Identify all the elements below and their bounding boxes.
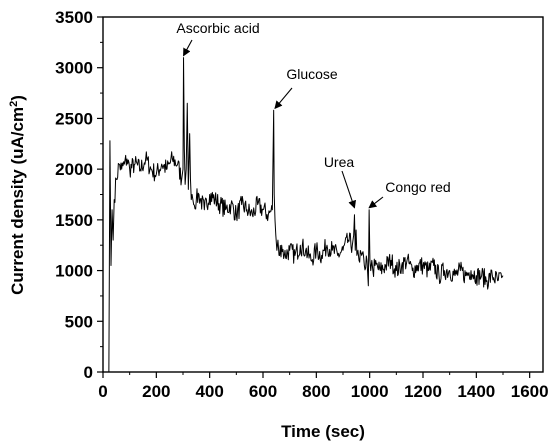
x-tick-label: 1600 [511, 382, 549, 401]
y-axis-label: Current density (uA/cm2) [8, 95, 27, 295]
y-tick-label: 1500 [55, 211, 93, 230]
annotation-label: Ascorbic acid [176, 20, 259, 36]
plot-frame [102, 16, 544, 373]
y-tick-label: 1000 [55, 262, 93, 281]
annotation-label: Congo red [385, 179, 450, 195]
x-tick-label: 1200 [404, 382, 442, 401]
ticks-layer: 0 200 400 600 800 1000 1200 1400 1600 0 500 1000 150… [55, 8, 549, 401]
x-tick-label: 1400 [457, 382, 495, 401]
y-tick-label: 500 [65, 312, 93, 331]
annotation-arrow [183, 39, 193, 57]
annotation-arrow [274, 87, 293, 110]
y-tick-label: 0 [84, 363, 93, 382]
x-tick-label: 400 [195, 382, 223, 401]
x-tick-label: 600 [249, 382, 277, 401]
annotation-arrow [341, 170, 357, 209]
y-tick-label: 2000 [55, 160, 93, 179]
annotation-arrow [368, 196, 384, 209]
y-axis-label-main: Current density (uA/cm [8, 107, 27, 295]
annotation-label: Glucose [286, 66, 338, 82]
y-tick-label: 2500 [55, 109, 93, 128]
y-axis-label-superscript: 2 [8, 101, 20, 107]
y-tick-label: 3000 [55, 59, 93, 78]
x-axis-label: Time (sec) [281, 422, 365, 441]
data-series-line [103, 57, 504, 373]
y-tick-label: 3500 [55, 8, 93, 27]
x-tick-label: 200 [142, 382, 170, 401]
series-layer [103, 57, 504, 373]
x-tick-label: 1000 [351, 382, 389, 401]
x-tick-label: 800 [302, 382, 330, 401]
y-axis-label-end: ) [8, 95, 27, 101]
annotation-label: Urea [324, 154, 355, 170]
x-tick-label: 0 [98, 382, 107, 401]
annotation-layer: Ascorbic acid Glucose Urea Congo red [176, 20, 451, 209]
